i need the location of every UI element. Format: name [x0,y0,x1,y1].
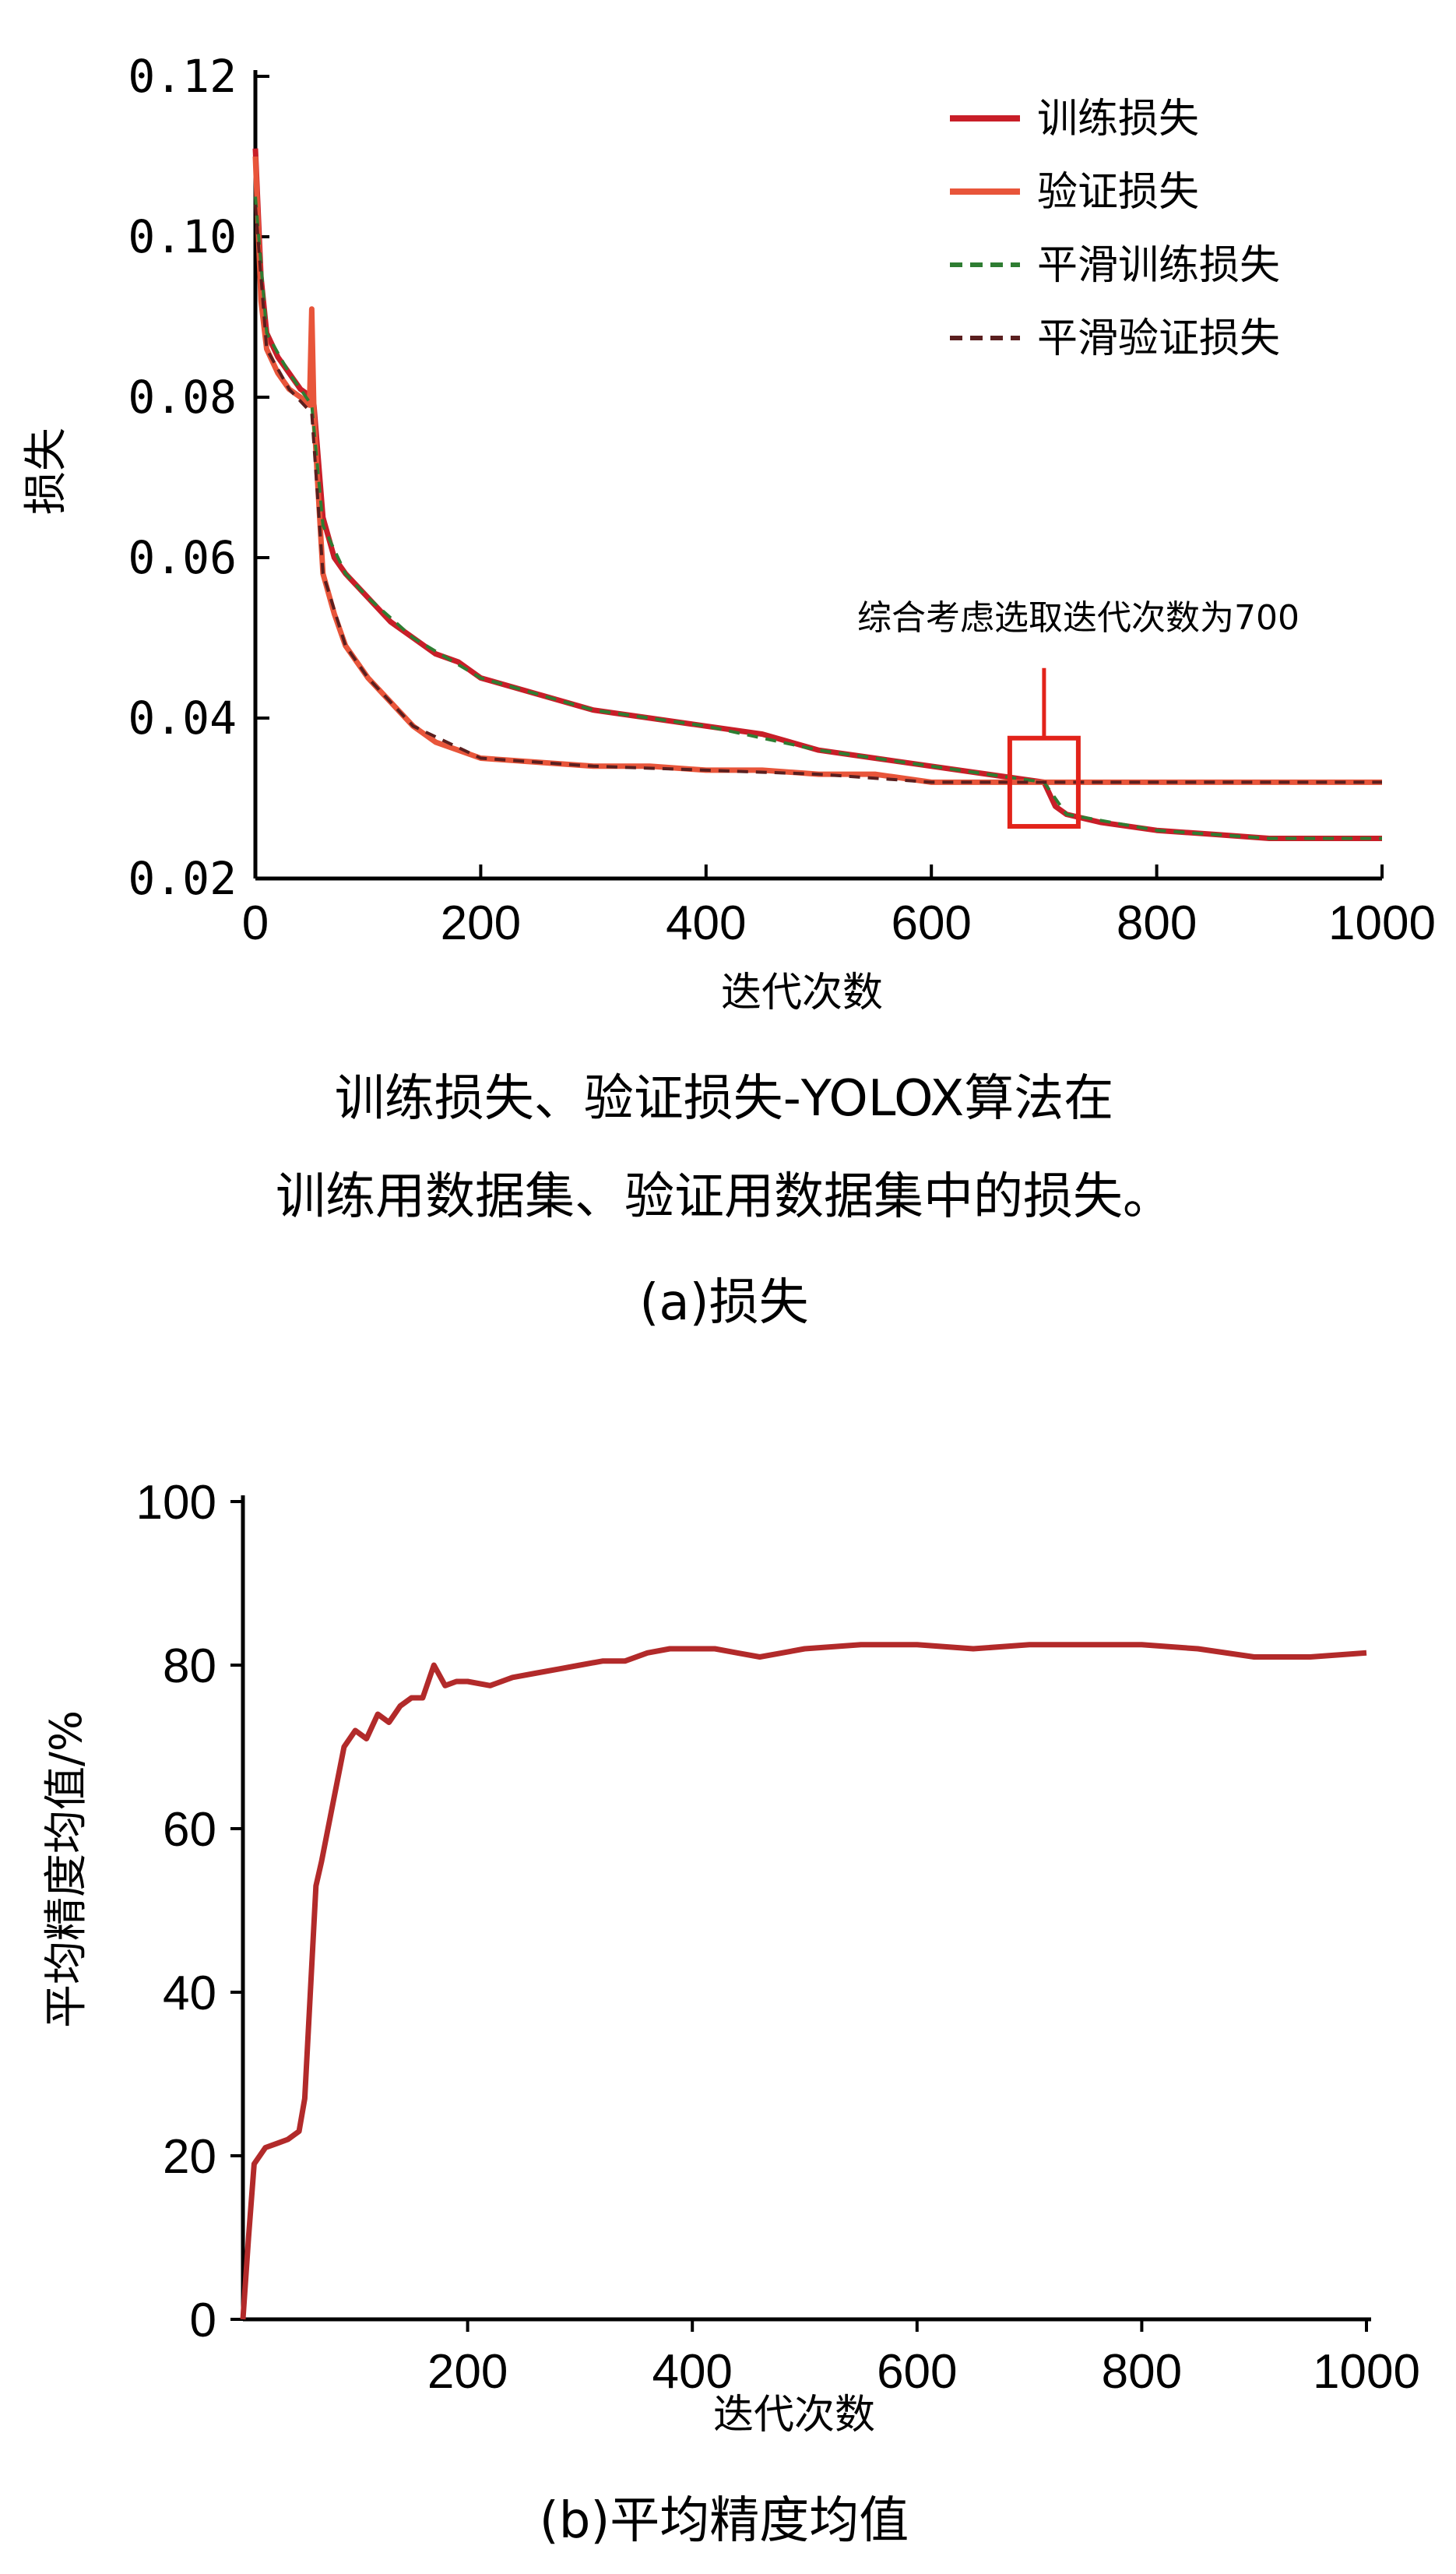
loss-chart: 0.02 0.04 0.06 0.08 0.10 0.12 0 200 400 600 800 100… [21,50,1436,1332]
loss-x-axis-label: 迭代次数 [721,970,883,1016]
map-series-line [240,1642,1367,2320]
map-chart: 0 20 40 60 80 100 200 400 600 800 1000 迭代次数 平均精度均值… [41,1476,1420,2550]
loss-x-tick-label: 200 [441,896,521,950]
loss-x-tick-label: 400 [666,896,746,950]
map-y-tick-label: 60 [163,1803,216,1857]
loss-x-tick-label: 800 [1117,896,1197,950]
map-y-tick-label: 20 [163,2130,216,2184]
loss-y-tick-label: 0.04 [128,692,237,745]
map-axes: 0 20 40 60 80 100 200 400 600 800 1000 [136,1476,1420,2399]
loss-axes: 0.02 0.04 0.06 0.08 0.10 0.12 0 200 400 600 800 100… [128,50,1436,950]
map-y-tick-label: 100 [136,1476,216,1530]
map-y-tick-label: 0 [190,2294,216,2347]
legend-label-2: 验证损失 [1037,169,1199,216]
annotation-group: 综合考虑选取迭代次数为700 [857,598,1299,829]
map-series-group [240,1642,1367,2320]
legend-label-1: 训练损失 [1037,96,1199,143]
loss-x-tick-label: 1000 [1328,896,1436,950]
caption-line-2: 训练用数据集、验证用数据集中的损失。 [276,1168,1173,1226]
legend-label-4: 平滑验证损失 [1037,315,1280,362]
map-x-tick-label: 800 [1102,2345,1182,2399]
caption-line-1: 训练损失、验证损失-YOLOX算法在 [335,1070,1114,1128]
loss-y-tick-label: 0.06 [128,531,237,584]
map-x-tick-label: 600 [877,2345,957,2399]
map-y-tick-label: 40 [163,1967,216,2020]
loss-y-tick-label: 0.12 [128,50,237,103]
panel-a-label: (a)损失 [639,1274,808,1332]
map-y-tick-label: 80 [163,1639,216,1693]
loss-y-tick-label: 0.02 [128,852,237,905]
map-x-axis-label: 迭代次数 [713,2392,875,2438]
loss-x-tick-label: 0 [242,896,269,950]
map-y-axis-label: 平均精度均值/% [41,1710,92,2028]
loss-y-axis-label: 损失 [21,428,72,515]
loss-x-tick-label: 600 [891,896,971,950]
annotation-text: 综合考虑选取迭代次数为700 [857,598,1299,638]
map-x-tick-label: 200 [427,2345,508,2399]
loss-y-tick-label: 0.08 [128,371,237,424]
panel-b-label: (b)平均精度均值 [540,2492,909,2550]
legend-label-3: 平滑训练损失 [1037,242,1280,289]
loss-series-line-4 [254,204,1382,784]
map-x-tick-label: 400 [652,2345,732,2399]
map-x-tick-label: 1000 [1313,2345,1420,2399]
loss-series-line-3 [254,196,1382,840]
loss-y-tick-label: 0.10 [128,210,237,263]
